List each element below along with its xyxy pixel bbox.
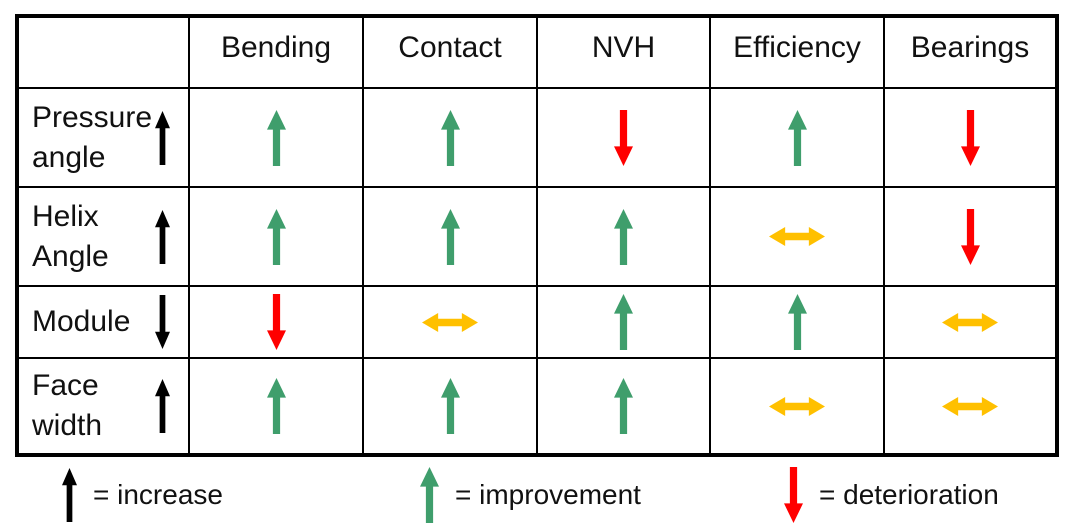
deterioration-arrow-icon [883,87,1058,188]
decrease-arrow-icon [155,295,176,349]
legend-item-increase: = increase [62,464,223,526]
improvement-arrow-icon [362,87,538,188]
improvement-arrow-icon [536,357,711,456]
neutral-arrow-icon [362,285,538,359]
improvement-arrow-icon [188,186,364,287]
legend: = increase = improvement = deterioration [0,464,1080,526]
table-row-pressure-angle: Pressure angle [16,87,1058,188]
deterioration-arrow-icon [536,87,711,188]
column-header-nvh: NVH [536,15,711,89]
neutral-arrow-icon [883,357,1058,456]
table-body: Pressure angle Helix Angle [16,87,1058,456]
increase-arrow-icon [155,110,176,165]
improvement-arrow-icon [709,87,885,188]
header-row: Bending Contact NVH Efficiency Bearings [16,15,1058,89]
row-label: Helix Angle [32,199,109,273]
deterioration-arrow-icon [883,186,1058,287]
improvement-arrow-icon [362,186,538,287]
legend-label: = deterioration [819,479,999,510]
table-row-module: Module [16,285,1058,359]
legend-item-improvement: = improvement [420,464,641,526]
table-row-helix-angle: Helix Angle [16,186,1058,287]
gear-parameter-tradeoff-table: Bending Contact NVH Efficiency Bearings … [15,14,1059,457]
column-header-bearings: Bearings [883,15,1058,89]
row-label: Face width [32,369,103,442]
row-header-face-width: Face width [16,357,190,456]
row-header-pressure-angle: Pressure angle [16,87,190,188]
legend-label: = improvement [455,479,641,510]
improvement-arrow-icon [188,87,364,188]
deterioration-arrow-icon [784,467,803,523]
legend-item-deterioration: = deterioration [784,464,999,526]
column-header-bending: Bending [188,15,364,89]
row-header-helix-angle: Helix Angle [16,186,190,287]
column-header-efficiency: Efficiency [709,15,885,89]
neutral-arrow-icon [709,186,885,287]
neutral-arrow-icon [883,285,1058,359]
row-label: Pressure angle [32,100,153,174]
row-label: Module [32,305,131,339]
improvement-arrow-icon [362,357,538,456]
improvement-arrow-icon [188,357,364,456]
improvement-arrow-icon [420,467,439,523]
corner-cell [16,15,190,89]
column-header-contact: Contact [362,15,538,89]
neutral-arrow-icon [709,357,885,456]
increase-arrow-icon [155,379,176,433]
improvement-arrow-icon [536,285,711,359]
table-header: Bending Contact NVH Efficiency Bearings [16,15,1058,89]
legend-label: = increase [93,479,223,510]
increase-arrow-icon [62,468,77,522]
table-row-face-width: Face width [16,357,1058,456]
row-header-module: Module [16,285,190,359]
improvement-arrow-icon [709,285,885,359]
deterioration-arrow-icon [188,285,364,359]
improvement-arrow-icon [536,186,711,287]
increase-arrow-icon [155,209,176,264]
